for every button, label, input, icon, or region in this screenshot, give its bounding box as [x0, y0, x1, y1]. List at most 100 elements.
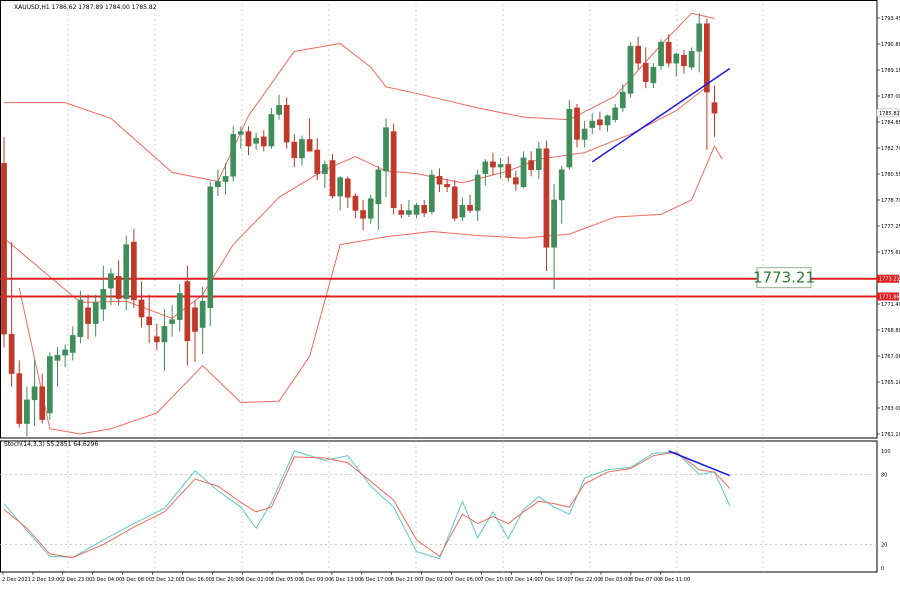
- candle-body: [597, 119, 603, 126]
- price-panel-frame: [0, 0, 878, 439]
- current-price-label: 1785.82: [879, 111, 900, 117]
- time-tick-label: 2 Dec 23:00: [62, 577, 92, 583]
- candlesticks: [1, 13, 718, 437]
- stochastic-panel: [0, 450, 877, 560]
- candle-body: [505, 164, 512, 178]
- bollinger-lower: [18, 145, 723, 435]
- time-tick-label: 7 Dec 02:00: [421, 577, 451, 583]
- stoch-signal-line: [3, 451, 731, 558]
- candle-body: [474, 174, 481, 211]
- candle-body: [665, 41, 672, 64]
- candle-body: [704, 23, 710, 93]
- candle-body: [352, 195, 359, 211]
- candle-body: [337, 177, 344, 197]
- candle-body: [482, 161, 489, 174]
- price-tick-label: 1777.25: [881, 224, 900, 230]
- price-tick-label: 1780.55: [881, 172, 900, 178]
- level-label-box: [756, 267, 812, 289]
- time-tick-label: 8 Dec 07:00: [630, 577, 660, 583]
- candle-body: [115, 275, 122, 299]
- candle-body: [62, 349, 68, 356]
- time-tick-label: 2 Dec 2021: [2, 577, 31, 583]
- candle-body: [291, 141, 298, 159]
- time-tick-label: 3 Dec 08:00: [122, 577, 152, 583]
- candle-body: [230, 133, 237, 177]
- time-tick-label: 7 Dec 18:00: [540, 577, 570, 583]
- price-tick-label: 1771.40: [881, 302, 900, 308]
- candle-body: [161, 325, 168, 343]
- candle-body: [421, 204, 428, 214]
- candle-body: [428, 174, 435, 213]
- candle-body: [490, 161, 496, 168]
- candle-body: [513, 177, 519, 185]
- candle-body: [604, 115, 611, 126]
- candle-body: [237, 131, 244, 135]
- time-tick-label: 3 Dec 12:00: [152, 577, 182, 583]
- candle-body: [574, 107, 580, 140]
- time-tick-label: 7 Dec 22:00: [570, 577, 600, 583]
- level-axis-tag: [877, 292, 899, 301]
- time-tick-label: 7 Dec 10:00: [480, 577, 510, 583]
- symbol-info: XAUUSD,H1 1786.62 1787.89 1784.00 1785.8…: [14, 4, 157, 11]
- price-tick-label: 1789.15: [881, 68, 900, 74]
- candle-body: [497, 164, 504, 168]
- candle-body: [329, 160, 336, 197]
- candle-body: [658, 41, 664, 67]
- candle-body: [199, 300, 206, 328]
- level-axis-tag: [877, 274, 899, 283]
- candle-body: [688, 51, 695, 68]
- candle-body: [520, 157, 527, 188]
- stoch-info: Stoch(14,3,3) 55.2851 64.6296: [4, 441, 98, 448]
- candle-body: [153, 336, 160, 343]
- price-tick-label: 1787.00: [881, 94, 900, 100]
- candle-body: [528, 160, 535, 170]
- candle-body: [635, 45, 641, 64]
- candle-body: [54, 354, 61, 361]
- candle-body: [322, 164, 328, 174]
- price-tick-label: 1778.70: [881, 198, 900, 204]
- candle-body: [467, 204, 473, 211]
- candle-body: [92, 302, 99, 324]
- candle-body: [451, 186, 458, 219]
- axes: 1793.45 1790.80 1789.15 1787.00 1784.85 1782.…: [2, 16, 900, 583]
- time-tick-label: 6 Dec 09:00: [301, 577, 331, 583]
- candle-body: [444, 183, 450, 188]
- bollinger-upper: [4, 12, 715, 183]
- candle-body: [184, 281, 191, 341]
- candle-body: [398, 210, 405, 215]
- candle-body: [1, 162, 7, 335]
- time-tick-label: 7 Dec 14:00: [510, 577, 540, 583]
- price-tick-label: 1784.85: [881, 120, 900, 126]
- candle-body: [612, 107, 619, 120]
- grid-lines: [0, 0, 878, 573]
- price-tick-label: 1782.70: [881, 146, 900, 152]
- candle-body: [100, 289, 107, 310]
- price-tick-label: 1767.00: [881, 354, 900, 360]
- current-price-box: [876, 108, 900, 118]
- time-tick-label: 6 Dec 05:00: [271, 577, 301, 583]
- time-tick-label: 3 Dec 20:00: [211, 577, 241, 583]
- candle-body: [558, 169, 565, 201]
- trendlines: [591, 67, 731, 163]
- candle-body: [436, 176, 443, 185]
- candle-body: [566, 108, 573, 168]
- candle-body: [138, 299, 145, 318]
- time-tick-label: 6 Dec 01:00: [241, 577, 271, 583]
- candle-body: [306, 139, 313, 152]
- candle-body: [543, 148, 550, 248]
- price-tick-label: 1775.60: [881, 250, 900, 256]
- candle-body: [367, 198, 374, 219]
- candle-body: [31, 386, 38, 401]
- time-tick-label: 2 Dec 19:00: [32, 577, 62, 583]
- candle-body: [215, 181, 221, 188]
- candle-body: [108, 273, 114, 289]
- level-label-text: 1773.21: [753, 269, 815, 287]
- candle-body: [169, 319, 175, 324]
- candle-body: [650, 66, 657, 84]
- price-tick-label: 1790.80: [881, 42, 900, 48]
- candle-body: [46, 356, 53, 414]
- price-tick-label: 1763.00: [881, 406, 900, 412]
- time-tick-label: 6 Dec 13:00: [331, 577, 361, 583]
- candle-body: [314, 149, 321, 174]
- candle-body: [146, 316, 153, 326]
